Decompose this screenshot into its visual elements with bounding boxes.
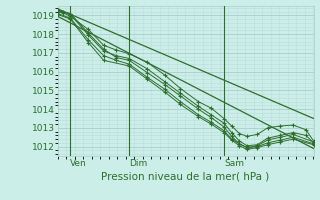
- X-axis label: Pression niveau de la mer( hPa ): Pression niveau de la mer( hPa ): [101, 172, 270, 182]
